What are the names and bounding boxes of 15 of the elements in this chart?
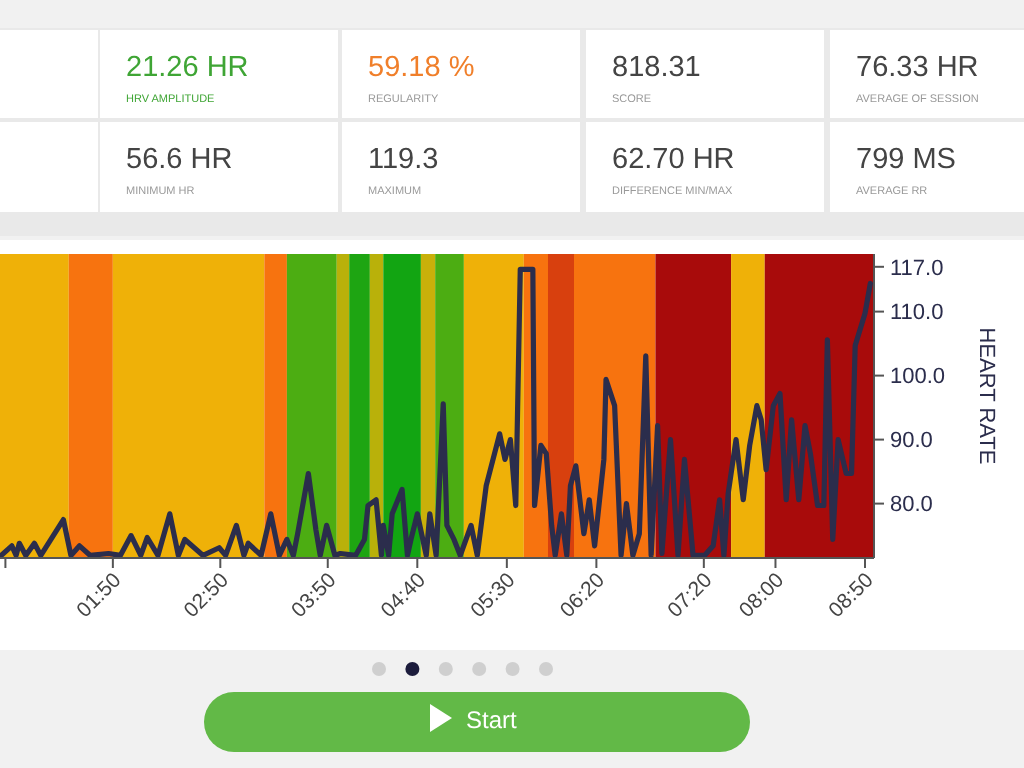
text: 799 MS <box>856 144 956 176</box>
text: 76.33 HR <box>856 52 979 84</box>
y-tick-label: 80.0 <box>890 493 933 518</box>
y-tick-label: 100.0 <box>890 365 946 390</box>
text: 59.18 % <box>368 52 475 84</box>
y-tick-label: 90.0 <box>890 429 933 454</box>
text: 62.70 HR <box>612 144 735 176</box>
y-tick-label: 117.0 <box>890 256 944 281</box>
start-button: Start <box>204 692 750 752</box>
text: 119.3 <box>368 144 439 176</box>
text: 56.6 HR <box>126 144 233 176</box>
y-axis-title: HEART RATE <box>974 327 998 465</box>
y-tick-label: 110.0 <box>890 301 944 326</box>
text: 21.26 HR <box>126 52 249 84</box>
text: 818.31 <box>612 52 701 84</box>
